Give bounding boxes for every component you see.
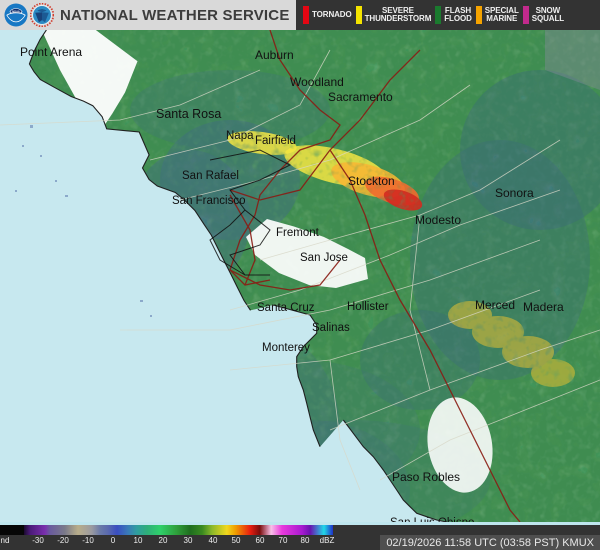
svg-text:Fremont: Fremont	[276, 227, 320, 239]
svg-text:Point Arena: Point Arena	[20, 45, 82, 59]
svg-text:Santa Cruz: Santa Cruz	[257, 302, 315, 314]
svg-text:Paso Robles: Paso Robles	[392, 470, 460, 484]
svg-text:San Luis Obispo: San Luis Obispo	[390, 517, 474, 522]
svg-text:Madera: Madera	[523, 300, 564, 314]
svg-text:Sacramento: Sacramento	[328, 90, 393, 104]
svg-text:Monterey: Monterey	[262, 342, 310, 354]
svg-text:San Rafael: San Rafael	[182, 170, 239, 182]
svg-text:San Jose: San Jose	[300, 252, 348, 264]
svg-text:Hollister: Hollister	[347, 301, 389, 313]
svg-text:Sonora: Sonora	[495, 186, 534, 200]
svg-text:Woodland: Woodland	[290, 75, 344, 89]
svg-text:Fairfield: Fairfield	[255, 135, 296, 147]
svg-text:Auburn: Auburn	[255, 48, 294, 62]
svg-text:Stockton: Stockton	[348, 174, 395, 188]
svg-text:Merced: Merced	[475, 298, 515, 312]
svg-text:Napa: Napa	[226, 130, 254, 142]
svg-text:San Francisco: San Francisco	[172, 195, 246, 207]
svg-text:Modesto: Modesto	[415, 213, 461, 227]
svg-text:Salinas: Salinas	[312, 322, 350, 334]
svg-text:Santa Rosa: Santa Rosa	[156, 107, 221, 121]
